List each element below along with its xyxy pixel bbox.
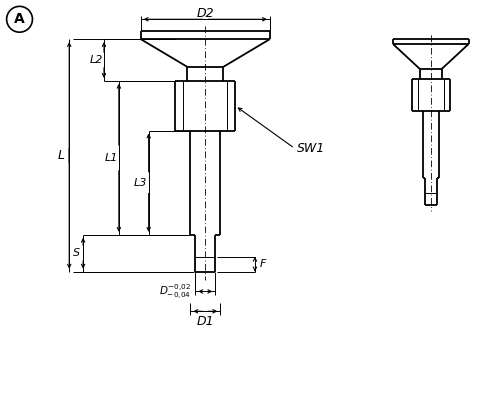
Text: $D^{-0{,}02}_{-0{,}04}$: $D^{-0{,}02}_{-0{,}04}$: [159, 282, 192, 301]
Text: L1: L1: [104, 153, 118, 163]
Text: L: L: [58, 149, 65, 162]
Text: L2: L2: [90, 55, 102, 65]
Text: A: A: [14, 12, 25, 26]
Text: L3: L3: [134, 178, 147, 188]
Text: SW1: SW1: [296, 142, 325, 155]
Text: F: F: [260, 259, 266, 269]
Text: D1: D1: [196, 315, 214, 328]
Text: D2: D2: [196, 7, 214, 20]
Text: S: S: [72, 248, 80, 258]
